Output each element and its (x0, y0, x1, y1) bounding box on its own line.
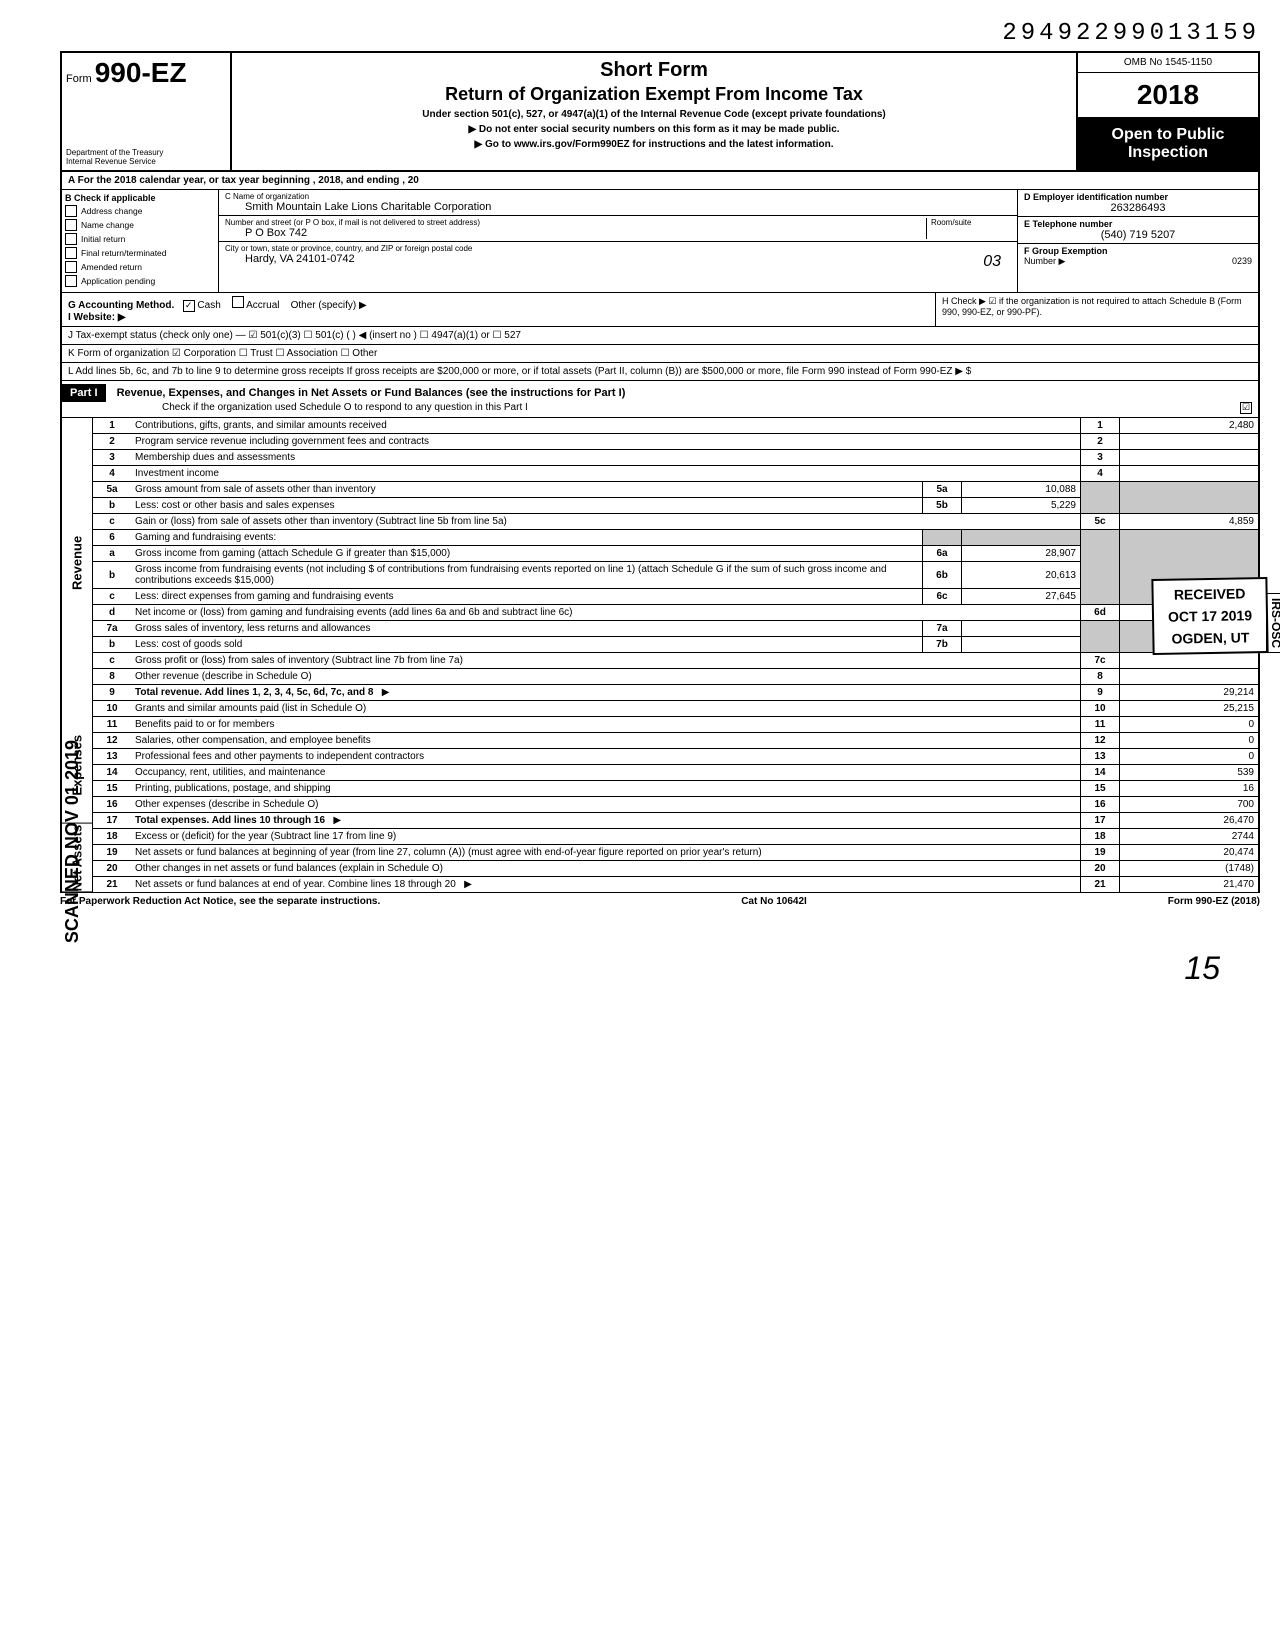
line-6: 6Gaming and fundraising events: (93, 530, 1258, 546)
form-header: Form 990-EZ Department of the Treasury I… (60, 51, 1260, 172)
line-18: 18Excess or (deficit) for the year (Subt… (93, 829, 1258, 845)
line-21: 21Net assets or fund balances at end of … (93, 877, 1258, 893)
omb-number: OMB No 1545-1150 (1078, 53, 1258, 73)
city-label: City or town, state or province, country… (225, 244, 1011, 253)
city-value: Hardy, VA 24101-0742 (225, 253, 355, 271)
row-gh: G Accounting Method. ✓ Cash Accrual Othe… (60, 293, 1260, 327)
line-12: 12Salaries, other compensation, and empl… (93, 733, 1258, 749)
vtab-expenses: Expenses (62, 707, 92, 824)
cb-application-pending[interactable] (65, 275, 77, 287)
line-17: 17Total expenses. Add lines 10 through 1… (93, 813, 1258, 829)
row-h-schedule-b: H Check ▶ ☑ if the organization is not r… (936, 293, 1258, 326)
line-11: 11Benefits paid to or for members110 (93, 717, 1258, 733)
cb-schedule-o[interactable]: ☑ (1240, 402, 1252, 414)
line-5a: 5aGross amount from sale of assets other… (93, 482, 1258, 498)
group-exemption-label: F Group Exemption (1024, 246, 1252, 256)
form-number: Form 990-EZ (66, 57, 226, 89)
line-19: 19Net assets or fund balances at beginni… (93, 845, 1258, 861)
tel-label: E Telephone number (1024, 219, 1252, 229)
group-number-value: 0239 (1232, 256, 1252, 267)
cb-address-change[interactable] (65, 205, 77, 217)
org-name-value: Smith Mountain Lake Lions Charitable Cor… (225, 201, 1011, 213)
line-8: 8Other revenue (describe in Schedule O)8 (93, 669, 1258, 685)
line-1: 1Contributions, gifts, grants, and simil… (93, 418, 1258, 434)
form-warning: ▶ Do not enter social security numbers o… (240, 124, 1068, 135)
cb-accrual[interactable] (232, 296, 244, 308)
irs-osc-stamp: IRS-OSC (1266, 593, 1280, 653)
line-15: 15Printing, publications, postage, and s… (93, 781, 1258, 797)
vtab-netassets: Net Assets (62, 824, 92, 892)
tel-value: (540) 719 5207 (1024, 229, 1252, 241)
cb-final-return[interactable] (65, 247, 77, 259)
line-7a: 7aGross sales of inventory, less returns… (93, 621, 1258, 637)
cb-cash[interactable]: ✓ (183, 300, 195, 312)
received-stamp: RECEIVED OCT 17 2019 OGDEN, UT (1151, 577, 1268, 655)
cb-amended-return[interactable] (65, 261, 77, 273)
part-1-header: Part I Revenue, Expenses, and Changes in… (60, 381, 1260, 418)
page-number: 15 (60, 950, 1260, 987)
lines-table: 1Contributions, gifts, grants, and simil… (93, 418, 1258, 892)
line-2: 2Program service revenue including gover… (93, 434, 1258, 450)
footer-right: Form 990-EZ (2018) (1168, 896, 1260, 907)
footer-left: For Paperwork Reduction Act Notice, see … (60, 896, 380, 907)
room-label: Room/suite (931, 218, 1011, 227)
ein-value: 263286493 (1024, 202, 1252, 214)
dln-number: 29492299013159 (60, 20, 1260, 47)
row-j-tax-status: J Tax-exempt status (check only one) — ☑… (60, 327, 1260, 345)
cb-name-change[interactable] (65, 219, 77, 231)
row-k-form-org: K Form of organization ☑ Corporation ☐ T… (60, 345, 1260, 363)
line-5c: cGain or (loss) from sale of assets othe… (93, 514, 1258, 530)
line-13: 13Professional fees and other payments t… (93, 749, 1258, 765)
addr-label: Number and street (or P O box, if mail i… (225, 218, 926, 227)
form-footer: For Paperwork Reduction Act Notice, see … (60, 893, 1260, 910)
dept-text: Department of the Treasury Internal Reve… (66, 148, 226, 166)
handwritten-note: 03 (983, 253, 1011, 271)
open-public-badge: Open to Public Inspection (1078, 118, 1258, 170)
form-title-short: Short Form (240, 59, 1068, 82)
vtab-revenue: Revenue (62, 418, 92, 707)
col-b-checkboxes: B Check if applicable Address change Nam… (62, 190, 219, 292)
group-number-label: Number ▶ (1024, 256, 1065, 267)
line-20: 20Other changes in net assets or fund ba… (93, 861, 1258, 877)
addr-value: P O Box 742 (225, 227, 926, 239)
form-link: ▶ Go to www.irs.gov/Form990EZ for instru… (240, 139, 1068, 150)
line-9: 9Total revenue. Add lines 1, 2, 3, 4, 5c… (93, 685, 1258, 701)
line-10: 10Grants and similar amounts paid (list … (93, 701, 1258, 717)
footer-mid: Cat No 10642I (741, 896, 807, 907)
form-subtitle: Under section 501(c), 527, or 4947(a)(1)… (240, 109, 1068, 120)
row-i-website: I Website: ▶ (68, 312, 126, 323)
line-16: 16Other expenses (describe in Schedule O… (93, 797, 1258, 813)
form-title-long: Return of Organization Exempt From Incom… (240, 84, 1068, 105)
line-7c: cGross profit or (loss) from sales of in… (93, 653, 1258, 669)
row-l-gross-receipts: L Add lines 5b, 6c, and 7b to line 9 to … (60, 363, 1260, 381)
row-a-period: A For the 2018 calendar year, or tax yea… (60, 172, 1260, 190)
org-name-label: C Name of organization (225, 192, 1011, 201)
line-6d: dNet income or (loss) from gaming and fu… (93, 605, 1258, 621)
ein-label: D Employer identification number (1024, 192, 1252, 202)
part-1-body: RECEIVED OCT 17 2019 OGDEN, UT IRS-OSC R… (60, 418, 1260, 893)
section-identity: B Check if applicable Address change Nam… (60, 190, 1260, 293)
cb-initial-return[interactable] (65, 233, 77, 245)
tax-year: 2018 (1078, 73, 1258, 118)
line-14: 14Occupancy, rent, utilities, and mainte… (93, 765, 1258, 781)
line-3: 3Membership dues and assessments3 (93, 450, 1258, 466)
line-4: 4Investment income4 (93, 466, 1258, 482)
